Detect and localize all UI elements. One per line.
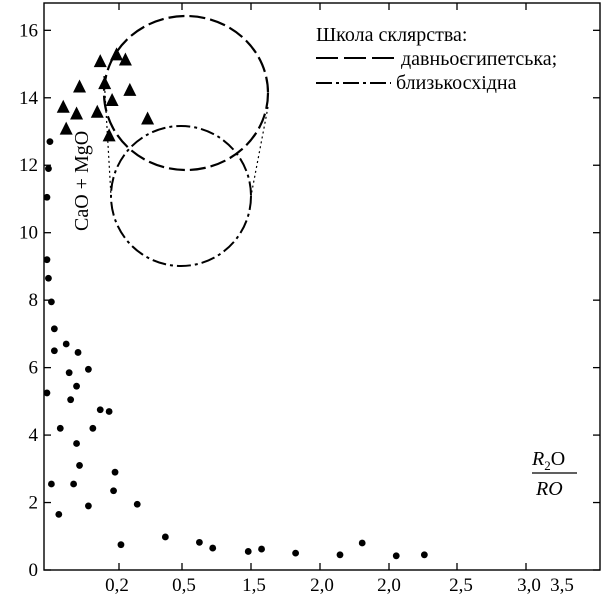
- legend: Школа склярства: давньоєгипетська; близь…: [316, 24, 557, 94]
- data-point: [85, 365, 92, 373]
- data-point: [45, 274, 52, 282]
- x-tick-label: 2,0: [377, 575, 401, 596]
- data-point-triangle: [110, 47, 124, 61]
- data-point: [48, 298, 55, 306]
- data-point: [358, 539, 366, 547]
- data-point: [65, 369, 73, 377]
- y-tick-label: 14: [19, 88, 39, 109]
- data-point-triangle: [141, 111, 155, 125]
- data-point-triangle: [59, 121, 73, 135]
- data-point: [43, 256, 51, 264]
- data-point: [105, 408, 113, 415]
- y-tick-label: 0: [29, 560, 39, 581]
- data-point: [420, 551, 428, 559]
- data-point: [258, 545, 265, 553]
- x-tick-label: 3,5: [550, 575, 574, 596]
- x-tick-label: 1,5: [242, 575, 266, 596]
- plot-border: [43, 2, 601, 571]
- x-tick-label: 2,0: [310, 575, 334, 596]
- data-point: [96, 406, 104, 414]
- x-label-r: R: [531, 448, 544, 470]
- data-point: [56, 424, 64, 432]
- y-tick-label: 12: [19, 155, 38, 176]
- y-tick-label: 16: [19, 20, 38, 41]
- data-point: [209, 544, 217, 552]
- data-point: [111, 468, 119, 476]
- data-point-triangle: [123, 82, 137, 96]
- data-point: [43, 389, 51, 397]
- data-point-triangle: [70, 106, 84, 120]
- data-point-triangle: [73, 79, 87, 93]
- near-east-region-ellipse: [110, 125, 252, 267]
- x-label-subscript: 2: [544, 458, 551, 473]
- data-point: [244, 548, 252, 555]
- data-point-triangle: [56, 99, 70, 113]
- axis-ticks: 0 2 4 6 8 10 12 14 16 0,2 0,5 1,5 2,0 2,0 2,5 3,0 3,5: [19, 3, 600, 596]
- plot-frame: [43, 2, 601, 571]
- data-point: [110, 487, 117, 495]
- data-point: [292, 549, 299, 557]
- y-tick-label: 4: [29, 425, 39, 446]
- data-point: [392, 552, 400, 560]
- data-point-triangle: [105, 92, 119, 106]
- data-point: [48, 480, 55, 488]
- data-point-triangle: [98, 76, 112, 90]
- data-point-triangle: [102, 128, 116, 142]
- data-point: [55, 510, 63, 518]
- x-tick-label: 2,5: [449, 575, 473, 596]
- data-point: [161, 533, 169, 541]
- data-point-triangle: [90, 104, 104, 118]
- y-tick-label: 8: [29, 290, 39, 311]
- data-point: [50, 325, 58, 333]
- data-point: [73, 382, 80, 390]
- data-point: [74, 349, 82, 356]
- data-point: [70, 480, 77, 488]
- x-tick-label: 0,5: [172, 575, 196, 596]
- data-point: [117, 541, 125, 549]
- svg-text:R2O: R2O: [531, 448, 565, 473]
- data-point: [62, 340, 70, 348]
- legend-label-near-east: близькосхідна: [396, 72, 517, 94]
- data-point: [73, 440, 80, 447]
- legend-title: Школа склярства:: [316, 24, 467, 46]
- legend-label-egyptian: давньоєгипетська;: [401, 48, 557, 70]
- y-axis-label: CaO + MgO: [71, 131, 93, 231]
- y-tick-label: 10: [19, 223, 38, 244]
- data-points: [43, 47, 428, 560]
- data-point: [46, 138, 54, 146]
- data-point: [133, 500, 141, 508]
- connector-dotted-right: [250, 106, 269, 197]
- egyptian-region-ellipse: [102, 14, 270, 172]
- y-tick-label: 6: [29, 358, 39, 379]
- data-point: [43, 193, 51, 201]
- school-regions: [102, 14, 270, 267]
- data-point: [50, 347, 58, 355]
- data-point: [67, 396, 75, 404]
- data-point: [76, 462, 83, 469]
- data-point: [89, 424, 97, 432]
- data-point: [196, 538, 203, 546]
- data-point-triangle: [93, 54, 107, 68]
- x-tick-label: 0,2: [105, 575, 129, 596]
- x-label-o: O: [551, 448, 565, 470]
- data-point: [85, 502, 92, 510]
- x-axis-label: R2O RO: [531, 448, 577, 500]
- x-tick-label: 3,0: [517, 575, 541, 596]
- x-label-denominator: RO: [535, 478, 563, 500]
- data-point: [336, 551, 344, 559]
- data-point-triangle: [118, 52, 132, 66]
- data-point: [45, 165, 52, 173]
- y-tick-label: 2: [29, 493, 39, 514]
